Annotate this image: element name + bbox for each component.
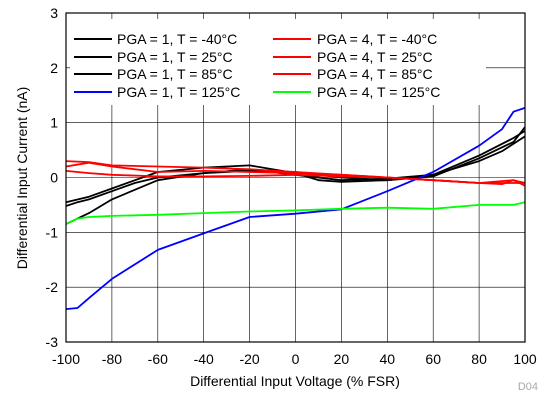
x-tick-label: -80 [102,351,122,367]
legend-label: PGA = 4, T = 125°C [317,84,440,100]
x-tick-labels: -100 -80 -60 -40 -20 0 20 40 60 80 100 [52,351,537,367]
y-tick-label: 2 [50,60,58,76]
x-tick-label: -20 [239,351,259,367]
y-tick-labels: -3 -2 -1 0 1 2 3 [46,5,59,350]
x-tick-label: -100 [52,351,80,367]
legend-label: PGA = 4, T = 25°C [317,49,433,65]
y-tick-label: 0 [50,170,58,186]
series-line [65,201,526,225]
legend-label: PGA = 1, T = -40°C [117,31,237,47]
series-line [65,135,526,207]
figure-code: D04 [518,381,538,393]
x-tick-label: 0 [292,351,300,367]
y-tick-label: -1 [46,224,59,240]
x-axis-label: Differential Input Voltage (% FSR) [190,373,400,389]
x-tick-label: 40 [380,351,396,367]
series-line [65,170,525,184]
legend-label: PGA = 4, T = 85°C [317,66,433,82]
x-tick-label: -40 [194,351,214,367]
y-tick-label: -2 [46,279,59,295]
legend-label: PGA = 1, T = 25°C [117,49,233,65]
legend-label: PGA = 1, T = 125°C [117,84,240,100]
plot-frame [65,12,526,343]
y-tick-label: 1 [50,115,58,131]
y-axis-label: Differential Input Current (nA) [14,87,30,270]
y-tick-label: -3 [46,334,59,350]
legend-background [70,19,486,105]
series-lines [65,107,526,310]
x-tick-label: 80 [471,351,487,367]
x-tick-label: 20 [334,351,350,367]
x-tick-label: -60 [148,351,168,367]
x-tick-label: 60 [425,351,441,367]
legend-label: PGA = 4, T = -40°C [317,31,437,47]
legend-label: PGA = 1, T = 85°C [117,66,233,82]
x-tick-label: 100 [513,351,537,367]
series-line [65,107,526,310]
y-tick-label: 3 [50,5,58,21]
